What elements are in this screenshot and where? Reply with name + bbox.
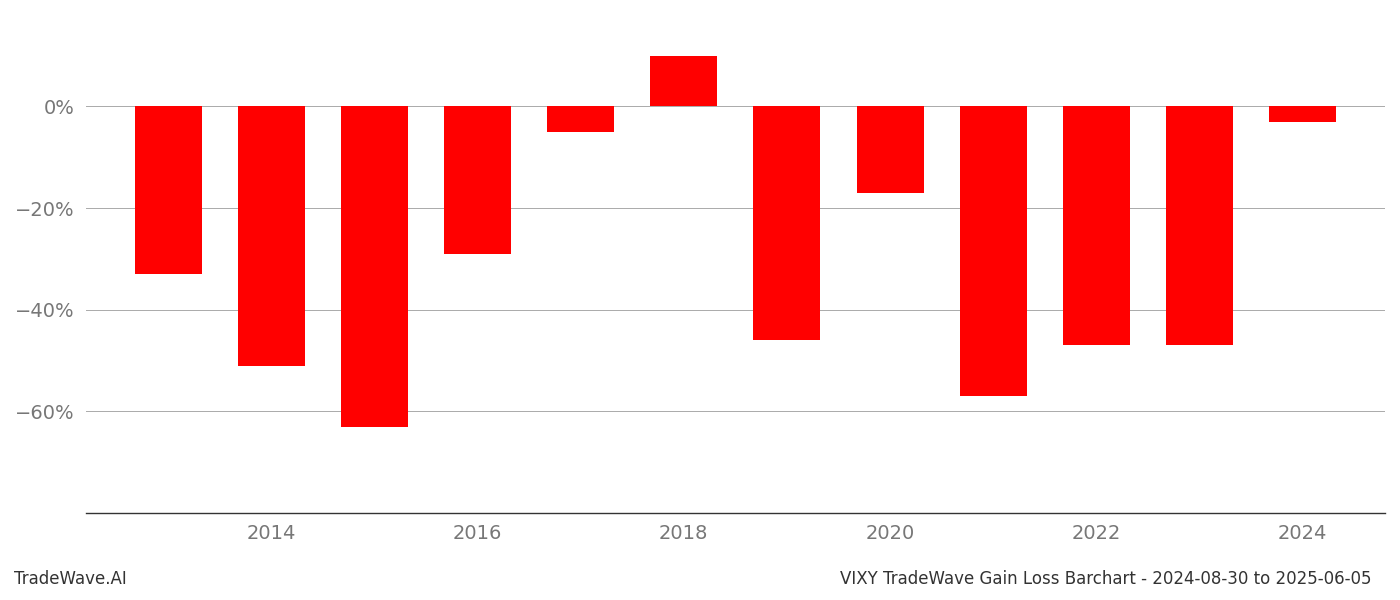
Bar xyxy=(342,106,407,427)
Bar xyxy=(238,106,305,365)
Bar xyxy=(1166,106,1233,345)
Bar xyxy=(650,56,717,106)
Bar xyxy=(753,106,820,340)
Bar xyxy=(857,106,924,193)
Bar xyxy=(1268,106,1336,122)
Text: TradeWave.AI: TradeWave.AI xyxy=(14,570,127,588)
Text: VIXY TradeWave Gain Loss Barchart - 2024-08-30 to 2025-06-05: VIXY TradeWave Gain Loss Barchart - 2024… xyxy=(840,570,1372,588)
Bar xyxy=(134,106,202,274)
Bar xyxy=(547,106,615,132)
Bar xyxy=(959,106,1026,396)
Bar xyxy=(444,106,511,254)
Bar xyxy=(1063,106,1130,345)
